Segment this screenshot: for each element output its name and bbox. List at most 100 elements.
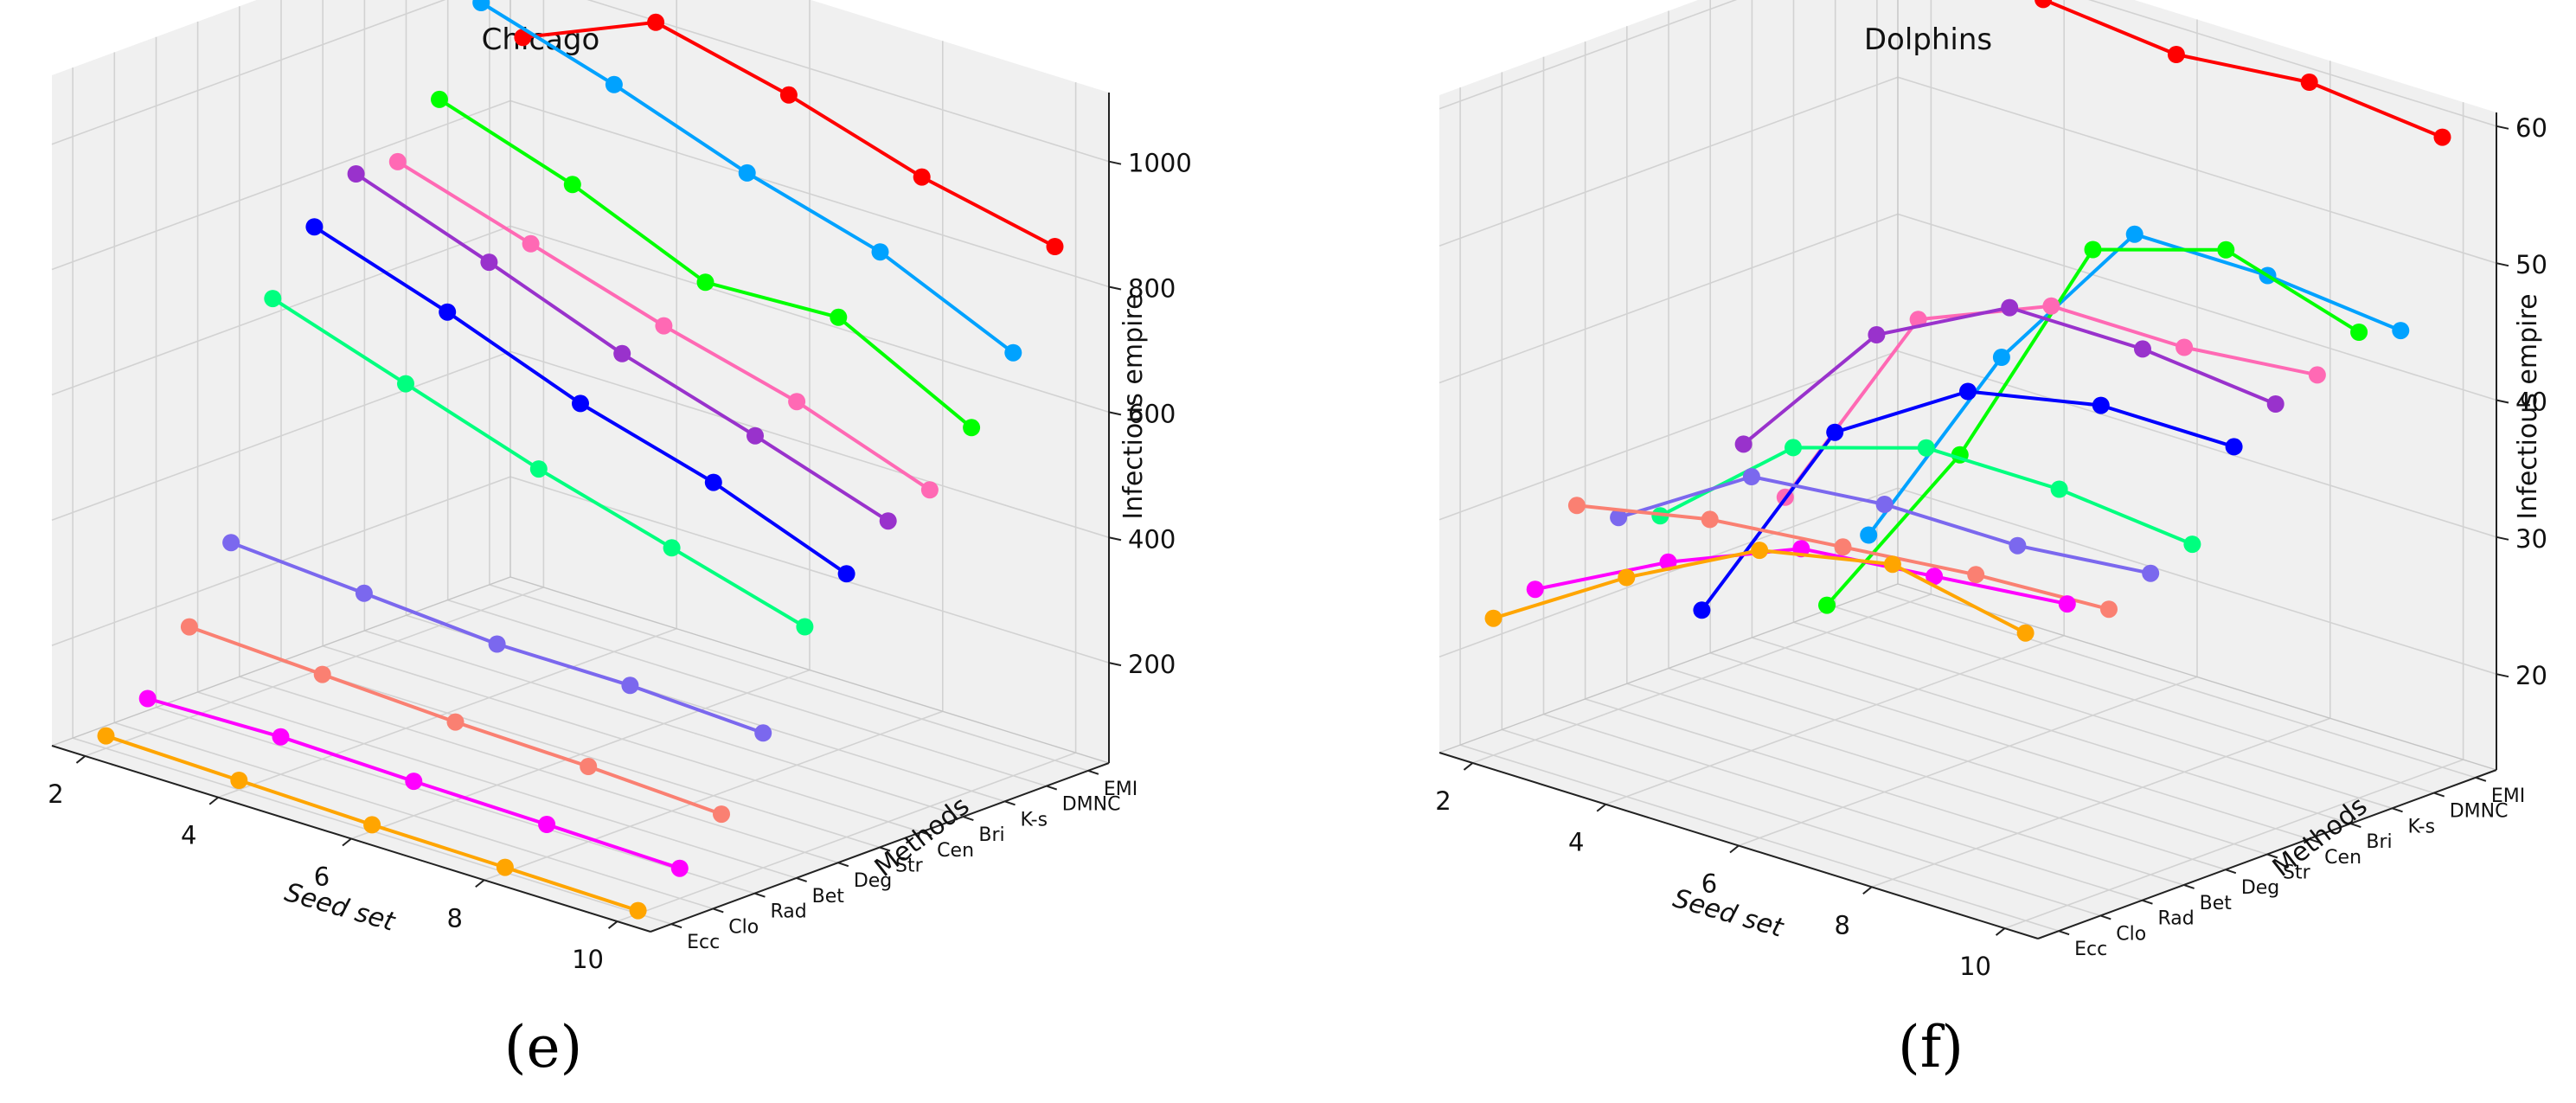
chicago-point-deg-x6	[529, 460, 548, 478]
chicago-method-label-str: Str	[895, 856, 924, 877]
dolphins-point-str-x4	[1826, 423, 1844, 441]
dolphins-x-tick-label-10: 10	[1959, 952, 1991, 981]
dolphins-z-tick	[2496, 399, 2509, 404]
dolphins-method-label-bet: Bet	[2200, 893, 2233, 914]
chicago-point-bet-x2	[222, 534, 240, 552]
chicago-point-clo-x4	[272, 728, 290, 746]
chicago-point-ecc-x8	[496, 858, 514, 876]
chicago-y-tick	[1087, 769, 1099, 775]
chicago-series-bet	[222, 534, 772, 742]
chicago-z-tick-label-600: 600	[1128, 399, 1176, 428]
dolphins-y-tick	[2142, 899, 2153, 905]
chicago-point-dmnc-x4	[605, 75, 623, 93]
chicago-point-dmnc-x8	[871, 243, 889, 261]
dolphins-point-clo-x8	[1926, 568, 1944, 586]
chicago-x-tick	[342, 837, 352, 847]
chicago-point-bet-x8	[621, 677, 639, 695]
chicago-point-clo-x6	[405, 773, 423, 791]
dolphins-method-label-str: Str	[2283, 863, 2311, 884]
dolphins-z-axis-label: Infectious empire	[2513, 293, 2543, 519]
chicago-point-bri-x10	[920, 481, 939, 499]
dolphins-series-str	[1693, 382, 2243, 619]
dolphins-point-emi-x10	[2433, 128, 2451, 146]
dolphins-series-cen	[1734, 298, 2284, 453]
chicago-method-label-rad: Rad	[770, 901, 806, 923]
dolphins-y-tick	[2099, 914, 2111, 920]
dolphins-z-tick	[2496, 262, 2509, 267]
dolphins-y-tick	[2433, 792, 2445, 798]
chicago-method-label-dmnc: DMNC	[1062, 794, 1121, 816]
dolphins-method-label-deg: Deg	[2241, 877, 2279, 899]
chicago-method-label-ecc: Ecc	[687, 932, 720, 953]
chicago-x-tick	[75, 755, 87, 764]
dolphins-point-bet-x6	[1875, 496, 1894, 513]
chicago-y-tick	[837, 862, 849, 868]
chicago-method-label-bri: Bri	[978, 824, 1004, 846]
dolphins-point-cen-x10	[2266, 395, 2284, 413]
dolphins-x-tick	[1862, 886, 1873, 895]
chicago-point-clo-x2	[138, 689, 157, 708]
chicago-series-emi	[514, 13, 1064, 255]
dolphins-z-tick	[2496, 535, 2509, 541]
chicago-z-tick-label-200: 200	[1128, 650, 1176, 679]
chicago-x-tick-label-2: 2	[48, 779, 63, 809]
chicago-point-rad-x2	[180, 618, 198, 636]
dolphins-z-tick	[2496, 125, 2509, 130]
chicago-method-label-deg: Deg	[854, 870, 892, 892]
dolphins-point-ecc-x2	[1484, 609, 1503, 627]
dolphins-method-label-bri: Bri	[2366, 831, 2392, 853]
chicago-series-ecc	[97, 727, 647, 920]
chicago-point-rad-x10	[713, 805, 730, 824]
dolphins-point-ecc-x6	[1751, 542, 1769, 560]
chicago-z-tick	[1108, 285, 1122, 291]
chicago-z-tick-label-400: 400	[1128, 524, 1176, 554]
dolphins-y-tick	[2183, 884, 2195, 889]
dolphins-point-cen-x8	[2134, 340, 2151, 358]
dolphins-method-label-cen: Cen	[2324, 847, 2361, 869]
dolphins-method-label-emi: EMI	[2491, 786, 2525, 807]
chicago-method-label-clo: Clo	[728, 916, 759, 938]
chicago-point-ecc-x6	[363, 816, 381, 834]
chicago-point-cen-x10	[879, 512, 897, 530]
chicago-point-k-s-x2	[431, 90, 448, 108]
dolphins-point-rad-x10	[2100, 600, 2118, 619]
chicago-series-cen	[347, 165, 897, 530]
dolphins-point-str-x6	[1959, 382, 1977, 401]
chicago-point-bet-x10	[754, 724, 772, 742]
chicago-y-tick	[796, 877, 807, 882]
chicago-point-cen-x4	[480, 253, 498, 272]
dolphins-point-bet-x2	[1610, 509, 1628, 527]
dolphins-x-tick	[1463, 762, 1474, 771]
dolphins-point-bet-x8	[2009, 536, 2027, 555]
chicago-point-deg-x4	[397, 375, 414, 393]
dolphins-point-dmnc-x2	[1860, 526, 1878, 544]
chicago-y-tick	[1046, 785, 1058, 791]
dolphins-z-tick-label-30: 30	[2515, 524, 2547, 554]
chicago-y-tick	[670, 923, 682, 929]
chicago-point-bri-x8	[788, 393, 806, 411]
chicago-series-k-s	[431, 90, 981, 437]
dolphins-point-rad-x8	[1967, 566, 1985, 584]
chicago-point-clo-x8	[538, 816, 556, 833]
chicago-y-tick	[920, 830, 932, 837]
chicago-method-label-k-s: K-s	[1021, 809, 1048, 830]
chicago-point-deg-x2	[264, 290, 282, 308]
dolphins-point-bet-x10	[2142, 564, 2160, 582]
chicago-series-dmnc	[472, 0, 1022, 362]
chicago-z-tick	[1108, 662, 1122, 667]
dolphins-point-deg-x8	[2050, 480, 2068, 498]
chicago-method-label-cen: Cen	[937, 840, 974, 862]
dolphins-z-tick	[2496, 673, 2509, 678]
dolphins-point-rad-x6	[1834, 538, 1852, 556]
dolphins-z-tick-label-20: 20	[2515, 661, 2547, 690]
chicago-point-dmnc-x2	[472, 0, 490, 11]
dolphins-x-tick-label-4: 4	[1568, 828, 1584, 857]
dolphins-x-tick-label-8: 8	[1835, 910, 1850, 939]
chicago-z-tick	[1108, 160, 1122, 165]
chicago-method-label-emi: EMI	[1104, 779, 1137, 800]
dolphins-z-tick-label-40: 40	[2515, 388, 2547, 417]
dolphins-x-tick	[1729, 844, 1740, 854]
dolphins-y-tick	[2475, 776, 2487, 782]
dolphins-point-dmnc-x6	[2125, 225, 2143, 243]
